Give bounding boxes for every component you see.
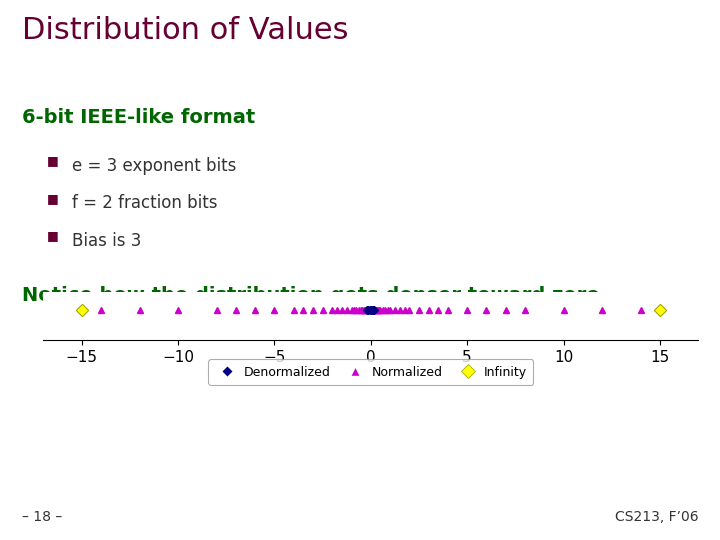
Text: 6-bit IEEE-like format: 6-bit IEEE-like format — [22, 108, 255, 127]
Text: – 18 –: – 18 – — [22, 510, 62, 524]
Text: Notice how the distribution gets denser toward zero.: Notice how the distribution gets denser … — [22, 286, 607, 305]
Text: e = 3 exponent bits: e = 3 exponent bits — [72, 157, 236, 174]
Text: ■: ■ — [47, 230, 58, 242]
Text: Distribution of Values: Distribution of Values — [22, 16, 348, 45]
Text: CS213, F’06: CS213, F’06 — [615, 510, 698, 524]
Text: ■: ■ — [47, 154, 58, 167]
Text: Bias is 3: Bias is 3 — [72, 232, 141, 250]
Text: ■: ■ — [47, 192, 58, 205]
Text: f = 2 fraction bits: f = 2 fraction bits — [72, 194, 217, 212]
Legend: Denormalized, Normalized, Infinity: Denormalized, Normalized, Infinity — [208, 360, 534, 385]
